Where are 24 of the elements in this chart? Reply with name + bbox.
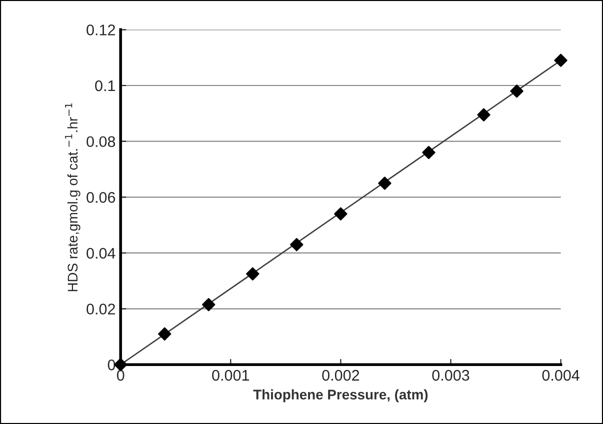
- point: [477, 108, 490, 122]
- x-tick-label: 0.004: [542, 370, 580, 381]
- y-tick-label: 0.1: [95, 80, 115, 92]
- point: [554, 54, 568, 67]
- point: [290, 238, 304, 252]
- point: [378, 176, 392, 190]
- y-tick-label: 0: [108, 360, 116, 370]
- point: [422, 146, 436, 160]
- point: [202, 298, 216, 312]
- x-tick-label: 0.003: [432, 370, 470, 381]
- point: [334, 207, 348, 220]
- point: [246, 267, 260, 281]
- y-tick-label: 0.06: [86, 192, 116, 203]
- x-tick-label: 0.001: [212, 370, 250, 381]
- point: [158, 327, 172, 341]
- y-tick-label: 0.04: [86, 248, 116, 259]
- y-axis-title: HDS rate,gmol.g of cat.$^{−1}$.hr$^{−1}$: [65, 103, 80, 292]
- x-axis-title: Thiophene Pressure, (atm): [253, 389, 428, 402]
- y-tick-label: 0.12: [86, 24, 115, 36]
- x-tick-label: 0.002: [322, 370, 360, 381]
- y-tick-label: 0.02: [86, 304, 115, 314]
- point: [510, 84, 524, 98]
- x-tick-label: 0: [116, 370, 124, 381]
- y-tick-label: 0.08: [86, 136, 116, 148]
